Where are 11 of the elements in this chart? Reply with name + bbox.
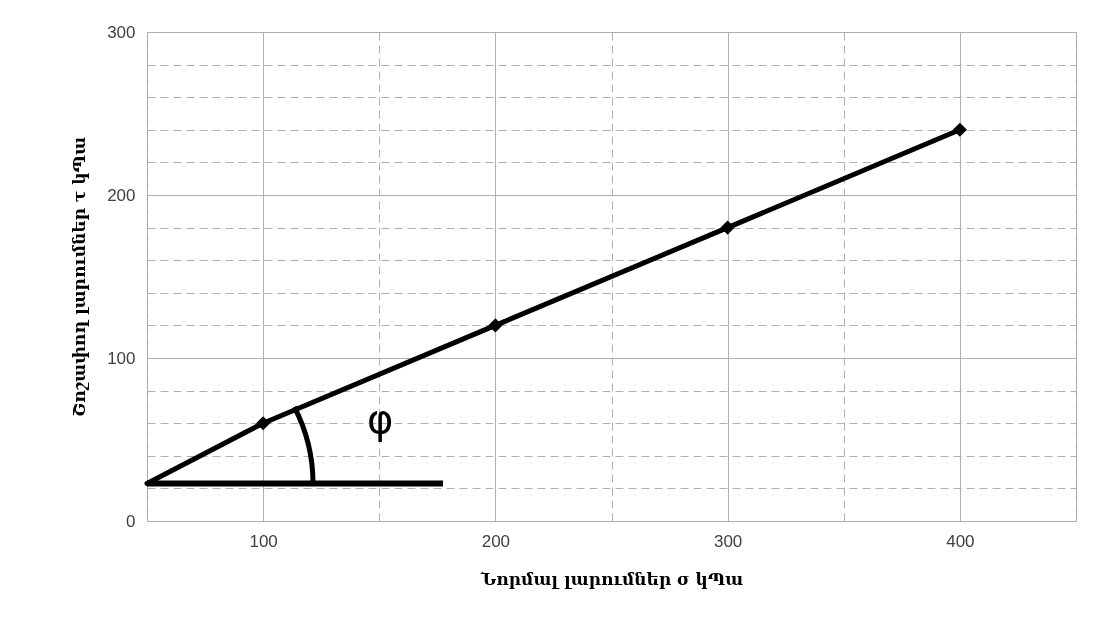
x-tick-label: 400 [946, 531, 975, 551]
y-tick-label: 100 [107, 348, 136, 368]
x-tick-label: 300 [713, 531, 743, 551]
x-axis-title: Նորմալ լարումներ σ կՊա [479, 568, 744, 589]
y-axis-title: Շոշափող լարումներ τ կՊա [69, 136, 90, 418]
y-tick-label: 0 [126, 511, 136, 531]
annotation: φ [366, 395, 394, 442]
x-tick-label: 200 [481, 531, 511, 551]
x-tick-label: 100 [249, 531, 278, 551]
y-tick-label: 300 [107, 22, 136, 42]
y-tick-label: 200 [107, 185, 136, 205]
